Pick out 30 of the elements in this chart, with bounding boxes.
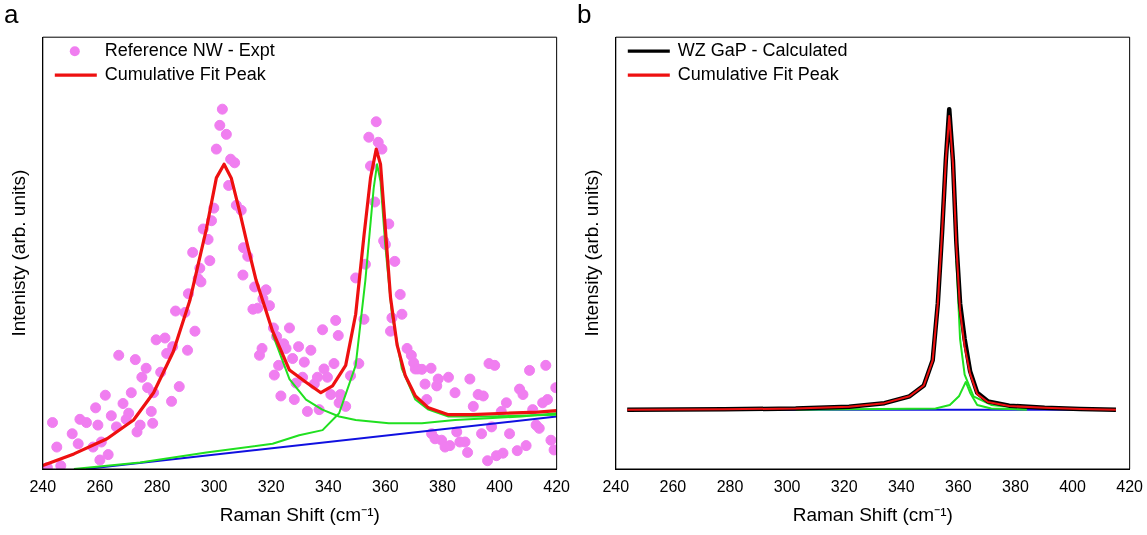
x-tick-label: 360	[945, 478, 972, 496]
x-tick-label: 320	[830, 478, 858, 496]
x-tick-label: 280	[143, 478, 171, 496]
x-axis-title: Raman Shift (cm⁻¹)	[219, 503, 380, 525]
x-tick-label: 340	[887, 478, 915, 496]
x-tick-label: 420	[1116, 478, 1144, 496]
y-axis-title: Intenisty (arb. units)	[7, 169, 29, 337]
legend-label: WZ GaP - Calculated	[677, 40, 848, 61]
chart-title: a	[4, 0, 19, 29]
legend-label: Cumulative Fit Peak	[677, 64, 840, 85]
x-tick-label: 340	[314, 478, 342, 496]
x-tick-label: 400	[1059, 478, 1086, 496]
x-tick-label: 380	[429, 478, 456, 496]
x-tick-label: 400	[486, 478, 513, 496]
x-tick-label: 380	[1002, 478, 1029, 496]
y-axis-title: Intensity (arb. units)	[580, 169, 602, 337]
x-axis-title: Raman Shift (cm⁻¹)	[792, 503, 953, 525]
x-tick-label: 360	[372, 478, 399, 496]
x-tick-label: 300	[200, 478, 228, 496]
legend-label: Cumulative Fit Peak	[104, 64, 267, 85]
x-tick-label: 240	[29, 478, 57, 496]
x-tick-label: 260	[659, 478, 687, 496]
x-tick-label: 280	[716, 478, 744, 496]
x-tick-label: 260	[86, 478, 114, 496]
x-tick-label: 420	[543, 478, 571, 496]
x-tick-label: 300	[773, 478, 801, 496]
x-tick-label: 320	[257, 478, 285, 496]
chart-title: b	[577, 0, 592, 29]
x-tick-label: 240	[602, 478, 630, 496]
legend-label: Reference NW - Expt	[104, 40, 275, 61]
